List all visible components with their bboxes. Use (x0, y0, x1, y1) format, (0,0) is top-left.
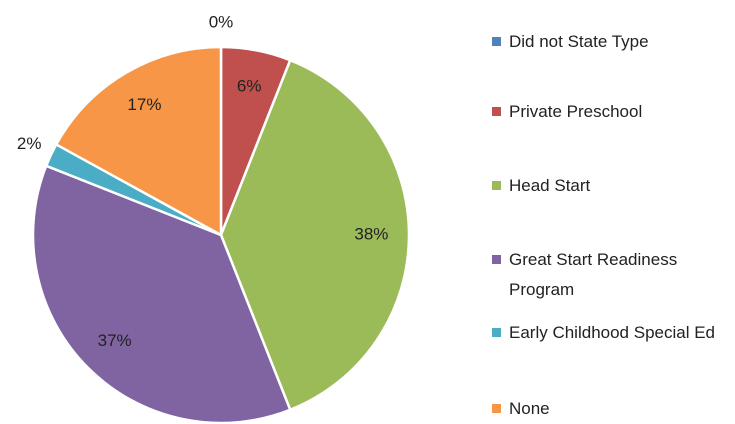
legend-label: None (509, 399, 550, 418)
legend-swatch (492, 328, 501, 337)
data-label: 0% (209, 12, 234, 31)
data-label: 6% (237, 77, 262, 96)
pie-area: 0% 6% 38% 37% 2% 17% (17, 12, 411, 424)
legend-swatch (492, 181, 501, 190)
legend-label: Head Start (509, 176, 591, 195)
legend-item: Great Start Readiness Program (490, 245, 730, 305)
legend-label: Great Start Readiness Program (509, 250, 678, 299)
legend-label: Early Childhood Special Ed (509, 323, 716, 342)
legend-item: Early Childhood Special Ed (490, 318, 730, 348)
pie-slice (31, 164, 292, 424)
legend-swatch (492, 404, 501, 413)
legend-label: Did not State Type (509, 32, 649, 51)
pie-slice (54, 45, 223, 238)
legend-label: Private Preschool (509, 102, 643, 121)
pie-slice (219, 58, 411, 412)
data-label: 17% (127, 95, 161, 114)
legend-swatch (492, 107, 501, 116)
legend-item: None (490, 394, 730, 424)
data-label: 38% (354, 224, 388, 243)
legend-item: Did not State Type (490, 27, 730, 57)
legend-swatch (492, 37, 501, 46)
data-label: 37% (98, 331, 132, 350)
legend-swatch (492, 255, 501, 264)
legend-item: Private Preschool (490, 97, 730, 127)
legend-item: Head Start (490, 171, 730, 201)
data-label: 2% (17, 134, 42, 153)
